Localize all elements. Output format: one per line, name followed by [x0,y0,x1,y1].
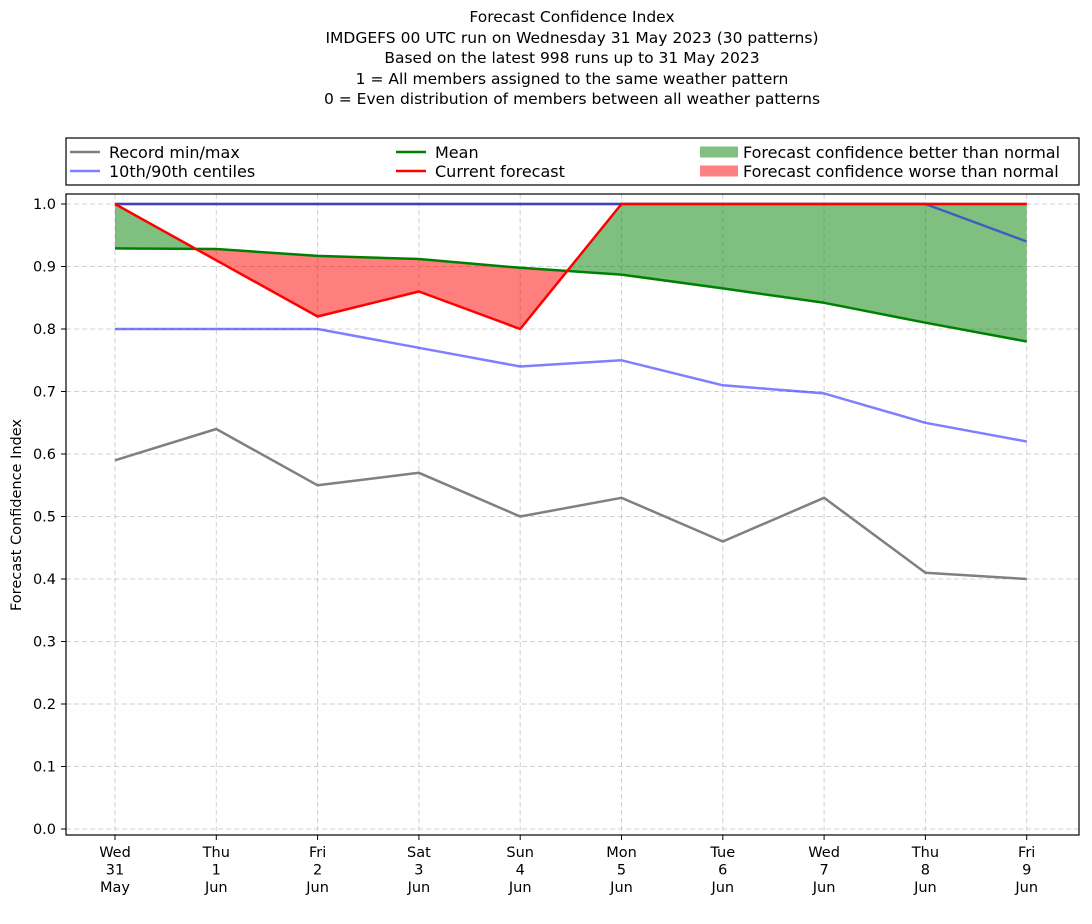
x-tick-label: Jun [710,880,734,896]
x-tick-label: 4 [516,863,525,879]
legend-label: Forecast confidence better than normal [743,143,1060,162]
x-tick-label: May [100,880,130,896]
y-tick-label: 1.0 [33,197,56,213]
x-tick-label: 3 [414,863,423,879]
x-tick-label: Jun [305,880,329,896]
x-tick-label: Mon [606,845,637,861]
x-tick-label: Fri [309,845,326,861]
x-tick-label: 5 [617,863,626,879]
series-line-10th-centile [115,327,1027,443]
fill-better-than-normal [567,204,1027,342]
x-tick-label: Jun [407,880,431,896]
legend-label: Record min/max [109,143,240,162]
plot-frame [65,193,1080,836]
x-tick-label: Sun [506,845,534,861]
x-tick-label: Thu [202,845,230,861]
x-tick-label: Wed [99,845,131,861]
series-lines [114,202,1028,581]
y-tick-label: 0.6 [33,447,56,463]
legend-label: 10th/90th centiles [109,162,255,181]
x-tick-label: Jun [609,880,633,896]
y-tick-label: 0.2 [33,697,56,713]
chart-subtitle-1: IMDGEFS 00 UTC run on Wednesday 31 May 2… [325,28,819,47]
fill-worse-than-normal [195,248,568,329]
legend-frame [65,137,1080,186]
x-tick-label: 8 [921,863,930,879]
legend-swatch-patch [700,146,738,158]
fill-areas [115,204,1027,342]
x-tick-label: Jun [204,880,228,896]
x-tick-label: Tue [709,845,735,861]
series-line-current-forecast [114,202,1027,331]
x-tick-label: 2 [313,863,322,879]
x-tick-label: Thu [911,845,939,861]
x-axis: Wed31MayThu1JunFri2JunSat3JunSun4JunMon5… [99,835,1038,896]
x-tick-label: Wed [808,845,840,861]
y-axis: 0.0 0.1 0.2 0.3 0.4 0.5 0.6 0.7 0.8 0.9 1.0 [33,197,66,838]
y-tick-label: 0.4 [33,572,56,588]
x-tick-label: 1 [212,863,221,879]
chart-title: Forecast Confidence Index [469,8,675,26]
y-tick-label: 0.9 [33,260,56,276]
x-tick-label: 7 [819,863,828,879]
legend-swatch-patch [700,165,738,177]
y-axis-title: Forecast Confidence Index [9,419,25,611]
chart-subtitle-2: Based on the latest 998 runs up to 31 Ma… [384,49,760,68]
x-tick-label: 9 [1022,863,1031,879]
chart-subtitle-3: 1 = All members assigned to the same wea… [355,69,789,88]
x-tick-label: Fri [1018,845,1035,861]
x-tick-label: Jun [1014,880,1038,896]
x-tick-label: Jun [812,880,836,896]
y-tick-label: 0.0 [33,822,56,838]
legend-label: Mean [435,143,479,162]
legend-label: Current forecast [435,162,565,181]
x-tick-label: 6 [718,863,727,879]
x-tick-label: 31 [106,863,124,879]
series-line-mean [114,247,1027,343]
series-line-record-min [114,427,1027,581]
x-tick-label: Sat [407,845,431,861]
chart-title-block: Forecast Confidence Index IMDGEFS 00 UTC… [0,7,1092,110]
x-tick-label: Jun [508,880,532,896]
y-tick-label: 0.3 [33,635,56,651]
chart-subtitle-4: 0 = Even distribution of members between… [323,90,821,109]
y-tick-label: 0.5 [33,510,56,526]
y-tick-label: 0.1 [33,760,56,776]
x-tick-label: Jun [913,880,937,896]
y-tick-label: 0.7 [33,385,56,401]
legend-label: Forecast confidence worse than normal [743,162,1059,181]
y-tick-label: 0.8 [33,322,56,338]
